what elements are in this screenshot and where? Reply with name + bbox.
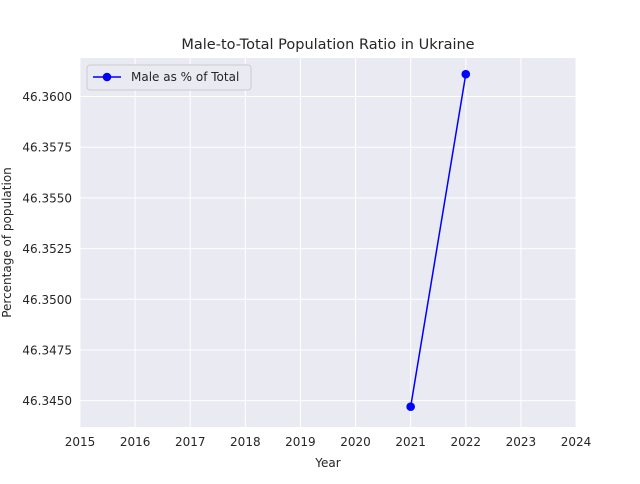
- x-tick-label: 2021: [395, 435, 426, 449]
- x-tick-label: 2016: [120, 435, 151, 449]
- y-tick-label: 46.3575: [22, 141, 72, 155]
- x-tick-label: 2020: [340, 435, 371, 449]
- grid-lines: [79, 58, 577, 427]
- x-tick-labels: 2015 2016 2017 2018 2019 2020 2021 2022 2023 2024: [65, 435, 592, 449]
- y-tick-label: 46.3500: [22, 293, 72, 307]
- data-point: [461, 69, 471, 79]
- y-tick-label: 46.3525: [22, 242, 72, 256]
- x-tick-label: 2018: [230, 435, 261, 449]
- y-tick-label: 46.3475: [22, 343, 72, 357]
- legend-marker-swatch: [102, 72, 112, 82]
- x-tick-label: 2015: [65, 435, 96, 449]
- legend: Male as % of Total: [86, 64, 252, 91]
- x-axis-label: Year: [314, 456, 340, 470]
- series-line: [409, 74, 467, 407]
- y-tick-label: 46.3450: [22, 394, 72, 408]
- x-tick-label: 2024: [561, 435, 592, 449]
- legend-box: [86, 64, 252, 91]
- y-tick-label: 46.3600: [22, 90, 72, 104]
- x-tick-label: 2019: [285, 435, 316, 449]
- legend-label: Male as % of Total: [131, 70, 239, 84]
- data-layer: [406, 69, 471, 412]
- x-tick-label: 2023: [506, 435, 537, 449]
- y-tick-label: 46.3550: [22, 191, 72, 205]
- y-tick-labels: 46.3450 46.3475 46.3500 46.3525 46.3550 46.35…: [22, 90, 72, 408]
- plot-area: [80, 58, 576, 427]
- x-tick-label: 2017: [175, 435, 206, 449]
- data-point: [406, 402, 415, 412]
- chart-title: Male-to-Total Population Ratio in Ukrain…: [181, 37, 474, 53]
- x-tick-label: 2022: [451, 435, 482, 449]
- y-axis-label: Percentage of population: [0, 167, 14, 318]
